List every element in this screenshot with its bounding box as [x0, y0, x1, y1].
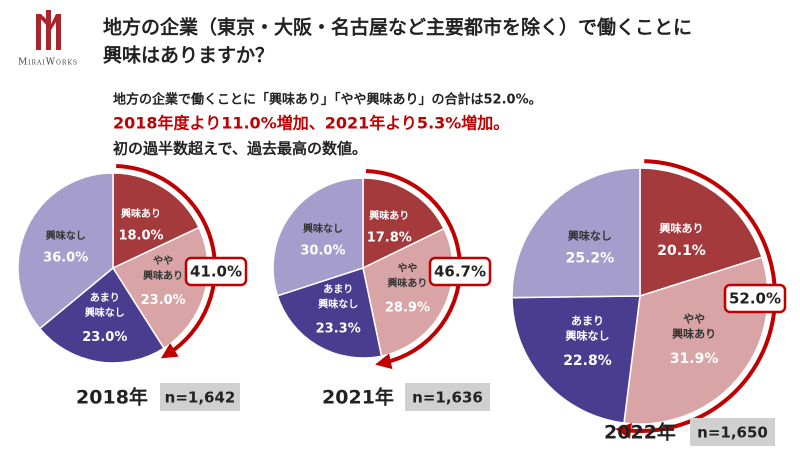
slice-category: あまり興味なし	[318, 282, 358, 310]
slice-value: 23.0%	[141, 293, 186, 308]
n-box	[405, 383, 490, 411]
year-label: 2018年	[76, 386, 148, 409]
total-label: 46.7%	[434, 263, 486, 281]
total-label: 41.0%	[190, 263, 242, 281]
slice-value: 20.1%	[657, 243, 706, 259]
year-label: 2022年	[604, 421, 676, 444]
logo-text: MiraiWorks	[18, 58, 78, 68]
total-box	[428, 256, 492, 287]
slice-category: 興味なし	[568, 229, 612, 243]
total-box	[723, 283, 787, 314]
title: 地方の企業（東京・大阪・名古屋など主要都市を除く）で働くことに	[103, 16, 692, 39]
pie-slice	[272, 177, 364, 297]
slice-category: やや興味あり	[143, 255, 183, 282]
slice-value: 28.9%	[385, 300, 430, 315]
pie-slice	[639, 167, 763, 298]
slice-value: 25.2%	[566, 251, 615, 267]
slice-category: あまり興味なし	[565, 314, 609, 342]
slice-value: 30.0%	[300, 243, 345, 258]
n-label: n=1,650	[697, 424, 768, 442]
pie-slice	[112, 172, 200, 270]
slice-value: 22.8%	[563, 353, 612, 369]
total-box	[184, 256, 248, 287]
pie-slice	[38, 266, 165, 364]
n-label: n=1,642	[165, 389, 236, 407]
slice-value: 18.0%	[118, 228, 163, 243]
slice-category: 興味なし	[46, 229, 86, 242]
pie-slice	[362, 177, 445, 270]
slice-value: 36.0%	[43, 250, 88, 265]
slice-value: 23.0%	[82, 330, 127, 345]
pie-slice	[17, 172, 114, 330]
n-label: n=1,636	[412, 389, 483, 407]
slice-category: 興味あり	[660, 221, 704, 235]
slice-value: 23.3%	[316, 321, 361, 336]
year-label: 2021年	[322, 386, 394, 409]
summary: 地方の企業で働くことに「興味あり」「やや興味あり」の合計は52.0%。	[113, 92, 542, 108]
summary: 初の過半数超えで、過去最高の数値。	[113, 140, 367, 158]
slice-category: 興味なし	[303, 222, 343, 235]
slice-value: 17.8%	[367, 231, 412, 246]
title: 興味はありますか？	[103, 45, 274, 67]
total-arrow	[116, 164, 217, 359]
logo-icon	[36, 10, 61, 50]
n-box	[690, 418, 775, 446]
slice-category: 興味あり	[121, 207, 161, 220]
pie-slice	[511, 167, 641, 299]
pie-slice	[511, 295, 641, 424]
slice-category: やや興味あり	[387, 262, 427, 289]
slice-category: あまり興味なし	[85, 291, 125, 319]
n-box	[160, 383, 240, 411]
slice-category: やや興味あり	[672, 313, 716, 341]
pie-slice	[111, 226, 209, 350]
summary: 2018年度より11.0%増加、2021年より5.3%増加。	[113, 114, 509, 133]
total-label: 52.0%	[729, 290, 781, 308]
slice-category: 興味あり	[369, 209, 409, 222]
pie-slice	[276, 267, 383, 359]
slice-value: 31.9%	[670, 351, 719, 367]
